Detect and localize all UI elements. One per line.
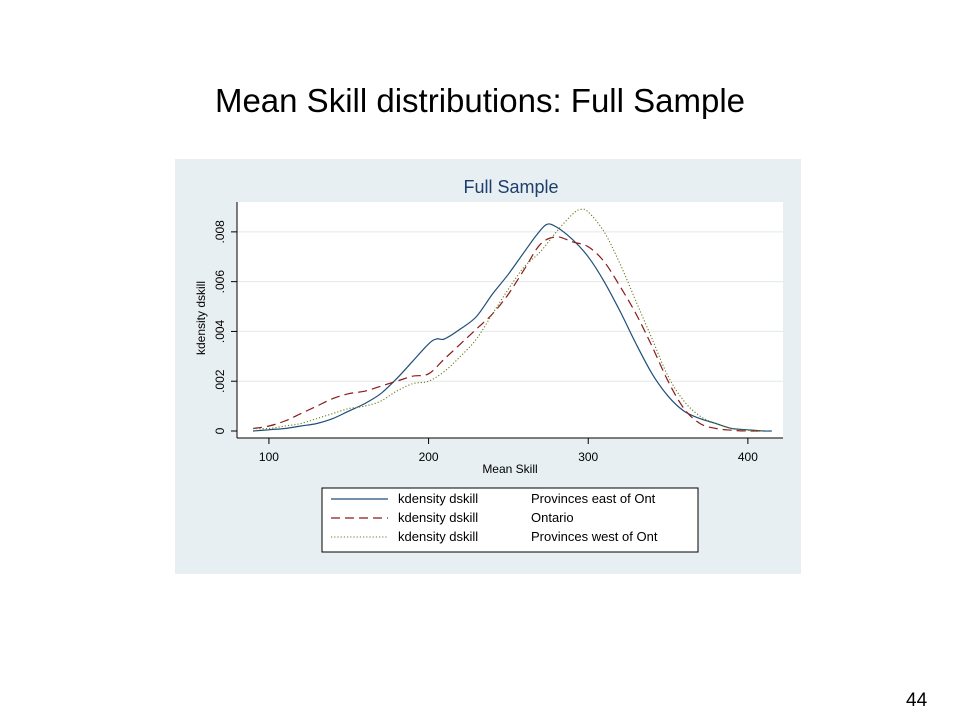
legend: kdensity dskill Provinces east of Ont kden… bbox=[321, 487, 699, 553]
axes bbox=[236, 202, 783, 439]
series-line-3 bbox=[252, 208, 764, 432]
y-tick-label: .004 bbox=[213, 319, 227, 343]
series-lines bbox=[252, 208, 772, 432]
y-tick-label: .008 bbox=[213, 220, 227, 244]
legend-label-1: kdensity dskill bbox=[398, 491, 478, 506]
page-number: 44 bbox=[906, 690, 928, 711]
x-tick-label: 100 bbox=[259, 450, 279, 464]
x-tick-label: 400 bbox=[738, 450, 758, 464]
plot-area bbox=[237, 202, 783, 438]
legend-series-name-2: Ontario bbox=[531, 510, 574, 525]
series-line-2 bbox=[252, 236, 764, 432]
grid-lines bbox=[237, 231, 783, 382]
series-line-1 bbox=[252, 223, 772, 432]
y-axis-title: kdensity dskill bbox=[194, 281, 208, 355]
x-ticks: 100 200 300 400 bbox=[259, 438, 758, 464]
y-ticks: 0 .002 .004 .006 .008 bbox=[213, 220, 237, 434]
legend-series-name-3: Provinces west of Ont bbox=[531, 529, 658, 544]
legend-series-name-1: Provinces east of Ont bbox=[531, 491, 656, 506]
y-tick-label: .006 bbox=[213, 270, 227, 294]
y-tick-label: 0 bbox=[213, 427, 227, 434]
x-axis-title: Mean Skill bbox=[482, 462, 537, 476]
slide-title: Mean Skill distributions: Full Sample bbox=[214, 82, 746, 119]
x-tick-label: 200 bbox=[419, 450, 439, 464]
legend-label-2: kdensity dskill bbox=[398, 510, 478, 525]
y-tick-label: .002 bbox=[213, 369, 227, 393]
chart-title: Full Sample bbox=[463, 177, 558, 197]
legend-label-3: kdensity dskill bbox=[398, 529, 478, 544]
x-tick-label: 300 bbox=[578, 450, 598, 464]
